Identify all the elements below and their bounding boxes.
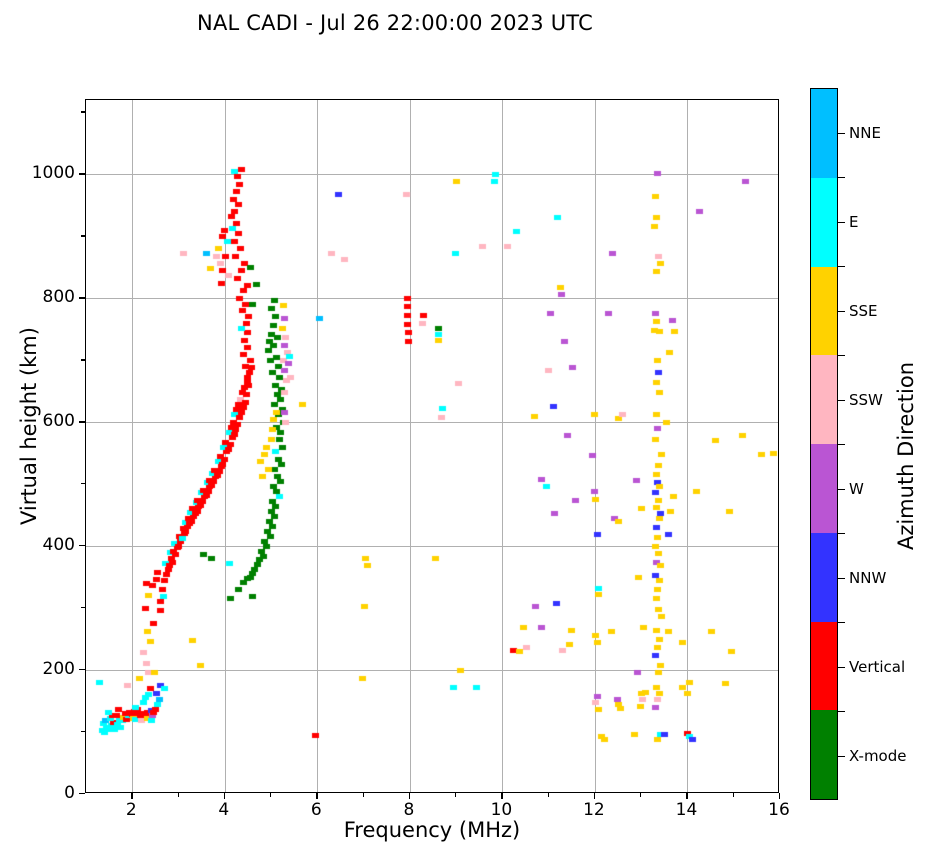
x-tick xyxy=(131,793,133,799)
colorbar-segment-w xyxy=(811,444,837,533)
colorbar xyxy=(810,88,838,800)
colorbar-tick xyxy=(838,310,845,312)
x-tick xyxy=(779,793,781,799)
colorbar-tick xyxy=(838,666,845,668)
colorbar-label-nne: NNE xyxy=(849,123,881,142)
x-tick-minor xyxy=(362,793,364,797)
y-tick xyxy=(79,173,85,175)
colorbar-boundary-tick xyxy=(838,622,845,624)
y-tick-minor xyxy=(81,607,85,609)
colorbar-label-x-mode: X-mode xyxy=(849,746,907,765)
colorbar-segment-vertical xyxy=(811,621,837,711)
y-tick xyxy=(79,793,85,795)
y-tick-minor xyxy=(81,731,85,733)
x-tick-label: 14 xyxy=(675,800,698,820)
colorbar-boundary-tick xyxy=(838,355,845,357)
x-axis-label: Frequency (MHz) xyxy=(343,818,521,842)
x-tick-minor xyxy=(270,793,272,797)
x-tick xyxy=(593,793,596,799)
colorbar-tick xyxy=(838,132,845,134)
y-tick xyxy=(79,297,85,299)
x-tick-minor xyxy=(732,793,735,797)
colorbar-boundary-tick xyxy=(838,177,845,179)
colorbar-label-e: E xyxy=(849,212,859,231)
y-tick-minor xyxy=(81,235,85,237)
page-title: NAL CADI - Jul 26 22:00:00 2023 UTC xyxy=(197,11,593,35)
colorbar-tick xyxy=(838,399,845,401)
colorbar-label-sse: SSE xyxy=(849,301,878,320)
echo-scatter-layer xyxy=(86,100,778,792)
x-tick xyxy=(501,793,503,799)
x-tick-minor xyxy=(177,793,179,797)
colorbar-segment-nne xyxy=(811,89,837,178)
y-tick-minor xyxy=(81,483,85,485)
x-tick xyxy=(223,793,226,799)
x-tick-label: 8 xyxy=(403,800,415,820)
y-tick-minor xyxy=(81,111,85,113)
y-tick-label: 400 xyxy=(42,535,75,556)
colorbar-tick xyxy=(838,488,845,490)
x-tick-label: 10 xyxy=(490,800,513,820)
x-tick-minor xyxy=(640,793,642,797)
y-tick-label: 800 xyxy=(42,287,75,308)
x-tick xyxy=(408,793,411,799)
colorbar-title: Azimuth Direction xyxy=(894,361,918,551)
x-tick-label: 6 xyxy=(310,800,322,820)
y-tick xyxy=(79,545,85,547)
colorbar-segment-nnw xyxy=(811,532,837,622)
colorbar-boundary-tick xyxy=(838,444,845,446)
y-tick-label: 1000 xyxy=(31,163,75,184)
x-tick xyxy=(686,793,688,799)
y-tick-label: 600 xyxy=(42,411,75,432)
colorbar-segment-sse xyxy=(811,266,837,356)
y-tick-label: 200 xyxy=(42,659,75,680)
colorbar-boundary-tick xyxy=(838,711,845,713)
y-tick xyxy=(79,669,85,671)
x-tick-label: 12 xyxy=(583,800,605,820)
plot-area xyxy=(85,99,779,793)
x-tick-label: 4 xyxy=(218,800,230,820)
y-tick-label: 0 xyxy=(64,783,75,803)
colorbar-segment-ssw xyxy=(811,355,837,444)
colorbar-tick xyxy=(838,577,845,579)
colorbar-label-nnw: NNW xyxy=(849,568,887,587)
colorbar-label-vertical: Vertical xyxy=(849,657,906,676)
colorbar-label-w: W xyxy=(849,479,864,498)
y-tick-minor xyxy=(81,359,85,361)
colorbar-tick xyxy=(838,755,845,757)
x-tick-minor xyxy=(547,793,549,797)
echo-canvas xyxy=(86,100,778,792)
colorbar-label-ssw: SSW xyxy=(849,390,883,409)
colorbar-boundary-tick xyxy=(838,266,845,268)
colorbar-tick xyxy=(838,221,845,223)
x-tick-label: 16 xyxy=(768,800,790,820)
x-tick-minor xyxy=(455,793,457,797)
x-tick-label: 2 xyxy=(125,800,137,820)
x-tick xyxy=(316,793,318,799)
y-tick xyxy=(79,421,85,423)
y-axis-label: Virtual height (km) xyxy=(17,327,41,525)
colorbar-segment-x-mode xyxy=(811,710,837,799)
colorbar-boundary-tick xyxy=(838,533,845,535)
colorbar-segment-e xyxy=(811,177,837,267)
